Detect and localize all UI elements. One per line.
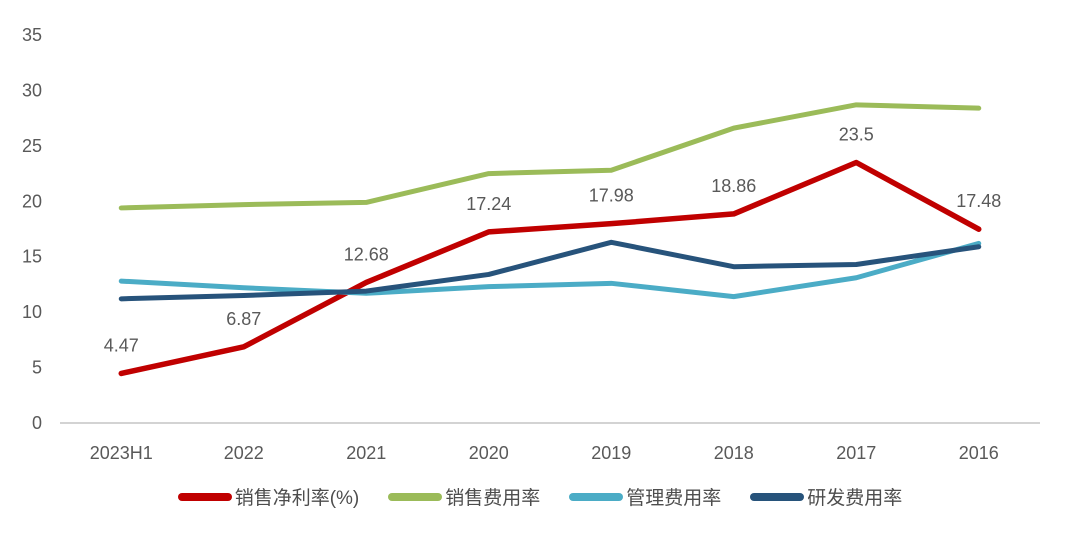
data-label: 17.98 xyxy=(589,186,634,206)
x-axis-tick-label: 2020 xyxy=(469,443,509,463)
legend-swatch-selling-expense xyxy=(388,492,443,501)
series-line-admin-expense xyxy=(118,240,982,300)
x-axis-tick-label: 2021 xyxy=(346,443,386,463)
legend-item-admin-expense: 管理费用率 xyxy=(569,483,721,510)
x-axis-tick-label: 2017 xyxy=(836,443,876,463)
legend-label: 研发费用率 xyxy=(807,488,903,509)
x-axis-tick-label: 2023H1 xyxy=(90,443,153,463)
data-label: 17.48 xyxy=(956,191,1001,211)
y-axis-tick-label: 15 xyxy=(22,247,42,267)
y-axis-tick-label: 30 xyxy=(22,80,42,100)
y-axis-tick-label: 10 xyxy=(22,302,42,322)
plot-area: 0 5 10 15 20 25 30 35 2023H1 2022 2021 2020 2019 2018… xyxy=(22,25,1040,463)
legend-swatch-admin-expense xyxy=(569,492,624,501)
legend-item-rd-expense: 研发费用率 xyxy=(750,483,902,510)
series-line-net-margin xyxy=(118,159,982,377)
legend-item-selling-expense: 销售费用率 xyxy=(388,483,540,510)
data-label: 6.87 xyxy=(226,309,261,329)
y-axis-tick-label: 0 xyxy=(32,413,42,433)
series-line-rd-expense xyxy=(118,239,982,302)
legend-swatch-net-margin xyxy=(177,492,232,501)
x-axis-tick-label: 2019 xyxy=(591,443,631,463)
y-axis-tick-label: 20 xyxy=(22,191,42,211)
legend: 销售净利率(%) 销售费用率 管理费用率 研发费用率 xyxy=(0,483,1080,510)
data-label: 18.86 xyxy=(711,176,756,196)
x-axis-tick-label: 2022 xyxy=(224,443,264,463)
legend-label: 管理费用率 xyxy=(626,488,722,509)
series-line-selling-expense xyxy=(118,102,982,211)
legend-item-net-margin: 销售净利率(%) xyxy=(177,483,360,510)
x-axis-tick-label: 2016 xyxy=(959,443,999,463)
y-axis-tick-label: 5 xyxy=(32,358,42,378)
legend-label: 销售净利率(%) xyxy=(234,488,360,509)
data-label: 17.24 xyxy=(466,194,511,214)
data-label: 4.47 xyxy=(104,335,139,355)
x-axis-tick-label: 2018 xyxy=(714,443,754,463)
y-axis-tick-label: 25 xyxy=(22,136,42,156)
legend-swatch-rd-expense xyxy=(750,492,805,501)
legend-label: 销售费用率 xyxy=(445,488,541,509)
data-label: 12.68 xyxy=(344,244,389,264)
data-label: 23.5 xyxy=(839,124,874,144)
y-axis-tick-label: 35 xyxy=(22,25,42,45)
